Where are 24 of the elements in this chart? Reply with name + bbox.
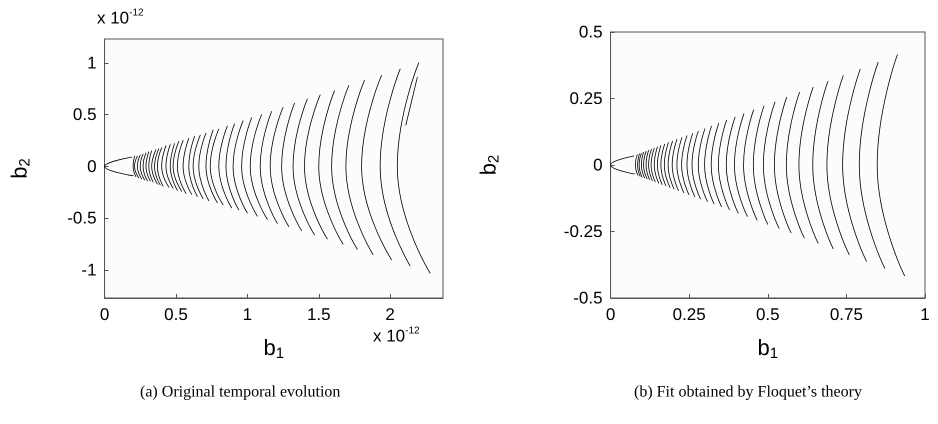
- x-tick-label: 0.5: [164, 305, 188, 324]
- x-tick-label: 0.25: [672, 305, 706, 324]
- y-tick-label: -1: [81, 260, 97, 280]
- y-tick-label: 0.25: [569, 89, 603, 108]
- y-tick-label: -0.5: [573, 288, 603, 308]
- y-tick-label: 0.5: [578, 22, 603, 42]
- y-axis-title: b2: [476, 154, 503, 176]
- x-tick-label: 2: [385, 305, 395, 324]
- x-tick-label: 1: [920, 305, 930, 324]
- text: (a) Original temporal evolution: [140, 384, 340, 400]
- x-tick-label: 0: [606, 305, 616, 324]
- y-tick-label: -0.25: [564, 222, 603, 241]
- x-tick-label: 1.5: [306, 305, 331, 324]
- y-tick-label: 0: [87, 156, 97, 176]
- x-tick-label: 1: [242, 305, 252, 324]
- y-tick-label: -0.5: [67, 208, 97, 228]
- x-tick-label: 0.5: [756, 305, 780, 324]
- y-tick-label: 1: [87, 53, 97, 72]
- y-tick-label: 0.5: [72, 105, 97, 124]
- x-tick-label: 0.75: [830, 305, 863, 324]
- x-tick-label: 0: [100, 305, 110, 324]
- y-axis-title: b2: [6, 158, 34, 179]
- text: (b) Fit obtained by Floquet’s theory: [634, 384, 862, 400]
- y-tick-label: 0: [593, 156, 603, 174]
